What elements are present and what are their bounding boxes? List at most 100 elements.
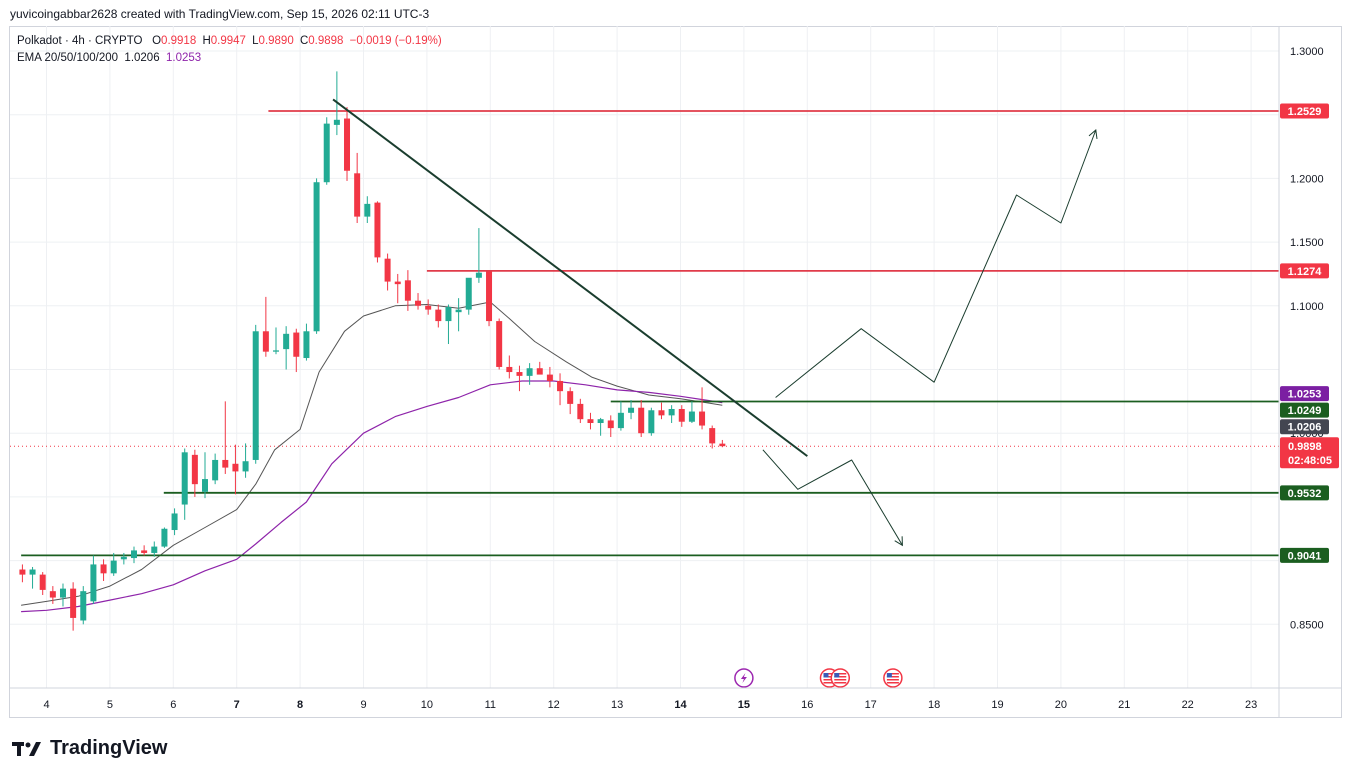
open-value: 0.9918: [161, 35, 197, 47]
candle-body: [364, 203, 371, 217]
time-tick-label: 18: [928, 699, 940, 711]
tag-0.9041: [1280, 547, 1329, 563]
time-tick-label: 22: [1182, 699, 1194, 711]
ema-label: EMA 20/50/100/200: [17, 52, 119, 64]
flag-stripe: [834, 682, 847, 684]
candle-body: [262, 331, 269, 352]
candle-body: [404, 280, 411, 301]
candle-body: [39, 574, 46, 590]
bearish-projection-path-arrowhead: [894, 536, 903, 547]
candle-body: [597, 419, 604, 424]
flag-stripe: [886, 673, 899, 675]
candle-body: [638, 407, 645, 434]
close-label: C: [299, 35, 309, 47]
candle-body: [161, 528, 168, 547]
time-tick-label: 8: [297, 699, 303, 711]
tag-0.9532: [1280, 485, 1329, 501]
time-tick-label: 20: [1055, 699, 1067, 711]
candle-body: [557, 380, 564, 392]
candle-body: [536, 368, 543, 375]
time-tick-label: 7: [234, 699, 240, 711]
candle-body: [496, 321, 503, 367]
candle-body: [293, 332, 300, 357]
candle-body: [384, 258, 391, 282]
time-tick-label: 19: [991, 699, 1003, 711]
candle-body: [100, 564, 107, 574]
flag-stripe: [823, 679, 836, 681]
last-price-label: 0.9898: [1288, 441, 1322, 453]
us-flag-event-icon: [883, 668, 903, 688]
ema-value-2: 1.0253: [166, 52, 202, 64]
time-tick-label: 13: [611, 699, 623, 711]
candle-body: [435, 309, 442, 322]
countdown-label: 02:48:05: [1288, 455, 1332, 467]
candle-body: [323, 123, 330, 183]
time-tick-label: 23: [1245, 699, 1257, 711]
candle-body: [313, 182, 320, 332]
candle-body: [709, 428, 716, 444]
candle-body: [80, 591, 87, 621]
flag-canton: [834, 673, 840, 678]
flag-stripe: [834, 679, 847, 681]
tag-1.0249-label: 1.0249: [1288, 405, 1322, 417]
candle-body: [120, 556, 127, 560]
drawing-layer: [332, 98, 1098, 547]
candle-body: [688, 411, 695, 422]
candle-body: [354, 173, 361, 217]
ohlc-legend: Polkadot · 4h · CRYPTO O0.9918 H0.9947 L…: [17, 35, 442, 47]
time-tick-label: 5: [107, 699, 113, 711]
time-tick-label: 21: [1118, 699, 1130, 711]
candle-body: [516, 372, 523, 376]
tag-0.9041-label: 0.9041: [1288, 550, 1322, 562]
candle-body: [699, 411, 706, 426]
candle-body: [587, 419, 594, 424]
price-tick-label: 1.1000: [1290, 301, 1324, 313]
flag-stripe: [834, 676, 847, 678]
candle-body: [546, 374, 553, 381]
candle-body: [415, 300, 422, 306]
candle-layer: [19, 71, 726, 631]
high-value: 0.9947: [210, 35, 246, 47]
tradingview-logo[interactable]: TradingView: [12, 737, 167, 760]
flag-stripe: [823, 682, 836, 684]
flag-stripe: [823, 673, 836, 675]
tag-1.1274: [1280, 263, 1329, 279]
us-flag-event-icon: [830, 668, 851, 688]
time-tick-label: 14: [674, 699, 687, 711]
flag-canton: [823, 673, 829, 678]
candle-body: [394, 281, 401, 285]
candle-body: [181, 452, 188, 505]
axis-layer: 1.30001.20001.15001.10001.00000.85004567…: [10, 26, 1342, 718]
ema-layer: [21, 301, 723, 613]
candle-body: [506, 366, 513, 373]
level-layer: [10, 110, 1279, 557]
open-label: O: [152, 35, 162, 47]
tag-1.2529-label: 1.2529: [1288, 106, 1322, 118]
candle-body: [455, 309, 462, 313]
ema-legend: EMA 20/50/100/200 1.0206 1.0253: [17, 52, 201, 64]
candle-body: [273, 350, 280, 352]
candle-body: [617, 412, 624, 429]
bearish-projection-path: [762, 449, 903, 546]
candle-body: [49, 591, 56, 598]
price-tick-label: 1.1500: [1290, 237, 1324, 249]
high-label: H: [202, 35, 211, 47]
candle-body: [151, 546, 158, 553]
time-tick-label: 16: [801, 699, 813, 711]
tag-0.9532-label: 0.9532: [1288, 488, 1322, 500]
tag-layer: 1.2529 1.1274 1.0253 1.0249 1.0206 0.9532 0.90…: [1280, 103, 1339, 563]
tag-1.0253: [1280, 386, 1329, 402]
tag-1.1274-label: 1.1274: [1288, 266, 1323, 278]
flag-canton: [886, 673, 892, 678]
low-label: L: [252, 35, 259, 47]
symbol-title: Polkadot · 4h · CRYPTO: [17, 35, 143, 47]
candle-body: [486, 271, 493, 322]
tag-1.0253-label: 1.0253: [1288, 389, 1322, 401]
price-tick-label: 0.8500: [1290, 619, 1324, 631]
candle-body: [252, 331, 259, 460]
candle-body: [475, 272, 482, 278]
candle-body: [658, 410, 665, 416]
candle-body: [59, 588, 66, 598]
candle-body: [90, 564, 97, 602]
